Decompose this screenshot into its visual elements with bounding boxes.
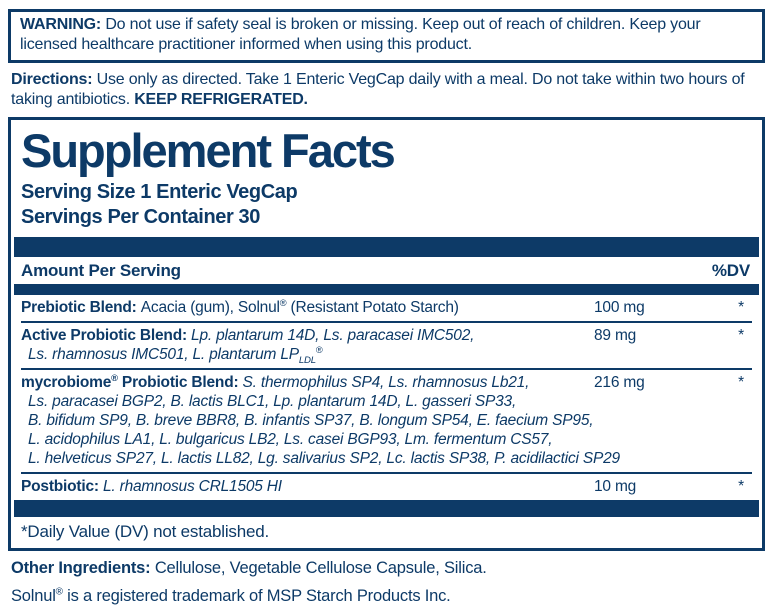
thick-bar-top	[14, 237, 759, 257]
daily-value-footnote: *Daily Value (DV) not established.	[21, 522, 270, 541]
supplement-row: Active Probiotic Blend: Lp. plantarum 14…	[21, 321, 752, 368]
row-amount: 10 mg	[594, 478, 637, 495]
serving-size: Serving Size 1 Enteric VegCap	[21, 181, 298, 203]
registered-trademark-symbol: ®	[55, 586, 63, 598]
row-dv: *	[738, 374, 744, 391]
facts-rows: Prebiotic Blend: Acacia (gum), Solnul® (…	[21, 295, 752, 500]
supplement-facts-title: Supplement Facts	[21, 124, 396, 177]
directions-emphasis: KEEP REFRIGERATED.	[134, 91, 308, 108]
row-dv: *	[738, 478, 744, 495]
row-continuation: Ls. paracasei BGP2, B. lactis BLC1, Lp. …	[28, 393, 517, 410]
row-continuation: B. bifidum SP9, B. breve BBR8, B. infant…	[28, 412, 594, 429]
row-continuation: Ls. rhamnosus IMC501, L. plantarum LPLDL…	[28, 344, 323, 367]
directions-label: Directions:	[11, 71, 97, 88]
row-description: Active Probiotic Blend: Lp. plantarum 14…	[21, 327, 475, 344]
amount-per-serving-label: Amount Per Serving	[21, 261, 181, 280]
servings-per-container: Servings Per Container 30	[21, 206, 260, 228]
supplement-row: mycrobiome® Probiotic Blend: S. thermoph…	[21, 368, 752, 472]
row-amount: 216 mg	[594, 374, 645, 391]
other-ingredients-label: Other Ingredients:	[11, 559, 155, 577]
warning-box: WARNING: Do not use if safety seal is br…	[8, 9, 765, 63]
warning-label: WARNING:	[20, 16, 106, 33]
other-ingredients: Other Ingredients: Cellulose, Vegetable …	[11, 558, 762, 579]
directions: Directions: Use only as directed. Take 1…	[11, 70, 762, 110]
thick-bar-mid	[14, 284, 759, 295]
warning-text: Do not use if safety seal is broken or m…	[20, 16, 701, 53]
trademark-text: is a registered trademark of MSP Starch …	[62, 587, 451, 605]
row-dv: *	[738, 327, 744, 344]
trademark-note: Solnul® is a registered trademark of MSP…	[11, 586, 762, 607]
row-description: Prebiotic Blend: Acacia (gum), Solnul® (…	[21, 297, 459, 316]
row-description: Postbiotic: L. rhamnosus CRL1505 HI	[21, 478, 282, 495]
supplement-row: Prebiotic Blend: Acacia (gum), Solnul® (…	[21, 295, 752, 321]
supplement-row: Postbiotic: L. rhamnosus CRL1505 HI 10 mg…	[21, 472, 752, 500]
row-amount: 89 mg	[594, 327, 637, 344]
amount-header-row: Amount Per Serving %DV	[21, 257, 752, 284]
dv-column-header: %DV	[711, 261, 750, 280]
row-dv: *	[738, 299, 744, 316]
row-continuation: L. acidophilus LA1, L. bulgaricus LB2, L…	[28, 431, 553, 448]
directions-text: Use only as directed. Take 1 Enteric Veg…	[11, 71, 745, 108]
row-amount: 100 mg	[594, 299, 645, 316]
thick-bar-bottom	[14, 500, 759, 517]
row-continuation: L. helveticus SP27, L. lactis LL82, Lg. …	[28, 450, 620, 467]
other-ingredients-text: Cellulose, Vegetable Cellulose Capsule, …	[154, 559, 487, 577]
supplement-facts-panel: Supplement Facts Serving Size 1 Enteric …	[8, 117, 765, 551]
row-description: mycrobiome® Probiotic Blend: S. thermoph…	[21, 372, 530, 391]
trademark-brand: Solnul	[11, 587, 56, 605]
